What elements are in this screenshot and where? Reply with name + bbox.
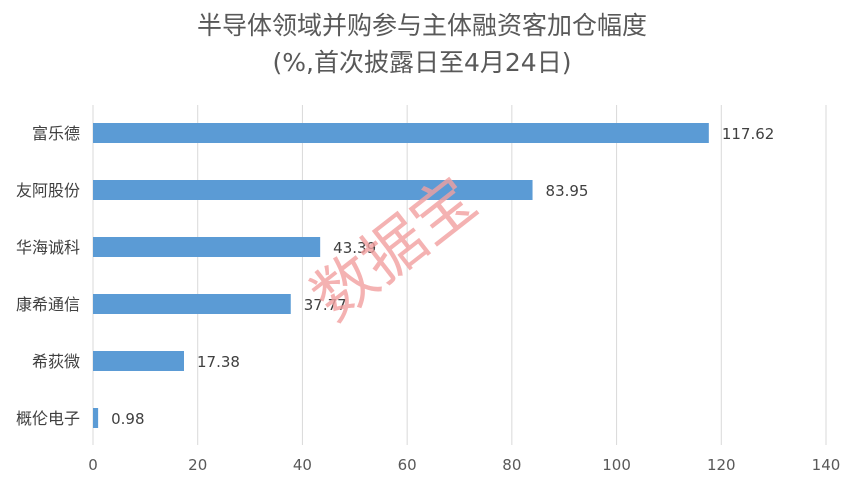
data-label: 43.39: [333, 239, 376, 257]
chart-subtitle: (%,首次披露日至4月24日): [273, 48, 572, 77]
category-label: 富乐德: [32, 124, 80, 143]
data-label: 0.98: [111, 410, 144, 428]
data-label: 17.38: [197, 353, 240, 371]
bar-1: [93, 180, 533, 200]
bar-0: [93, 123, 709, 143]
bar-2: [93, 237, 321, 257]
x-axis-ticks: 0 20 40 60 80 100 120 140: [88, 456, 840, 474]
bar-4: [93, 351, 184, 371]
category-label: 友阿股份: [16, 181, 80, 200]
bars: [93, 123, 709, 428]
category-label: 华海诚科: [16, 238, 80, 257]
bar-5: [93, 408, 99, 428]
chart-title: 半导体领域并购参与主体融资客加仓幅度: [197, 11, 647, 40]
x-tick-label: 40: [293, 456, 312, 474]
labels: 富乐德 117.62 友阿股份 83.95 华海诚科 43.39 康希通信 37.77 希荻微 1…: [16, 124, 774, 428]
bar-3: [93, 294, 291, 314]
data-label: 37.77: [304, 296, 347, 314]
x-tick-label: 0: [88, 456, 98, 474]
data-label: 83.95: [546, 182, 589, 200]
category-label: 概伦电子: [16, 409, 80, 428]
category-label: 希荻微: [32, 352, 80, 371]
x-tick-label: 80: [502, 456, 521, 474]
x-tick-label: 60: [398, 456, 417, 474]
x-tick-label: 20: [188, 456, 207, 474]
data-label: 117.62: [722, 125, 775, 143]
x-tick-label: 120: [707, 456, 736, 474]
x-tick-label: 140: [812, 456, 841, 474]
x-tick-label: 100: [602, 456, 631, 474]
gridlines: [92, 105, 827, 445]
category-label: 康希通信: [16, 295, 80, 314]
